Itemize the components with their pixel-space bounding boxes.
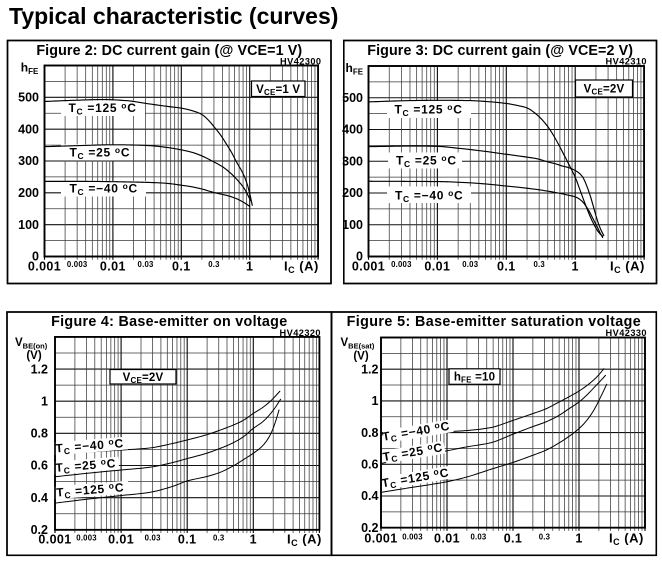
svg-text:0.2: 0.2 <box>31 523 48 537</box>
svg-text:HV42310: HV42310 <box>606 57 647 67</box>
svg-text:IC (A): IC (A) <box>609 531 644 548</box>
svg-text:0.8: 0.8 <box>31 427 48 441</box>
svg-text:400: 400 <box>18 122 39 136</box>
svg-text:200: 200 <box>342 186 363 200</box>
svg-text:(V): (V) <box>26 350 42 362</box>
svg-text:0.1: 0.1 <box>172 260 191 274</box>
svg-text:0.03: 0.03 <box>138 260 154 269</box>
svg-text:0.6: 0.6 <box>31 459 48 473</box>
svg-text:0.6: 0.6 <box>361 458 378 472</box>
svg-text:0.4: 0.4 <box>31 491 48 505</box>
svg-text:VBE(sat): VBE(sat) <box>341 337 375 350</box>
svg-text:1: 1 <box>41 394 48 408</box>
svg-text:0.1: 0.1 <box>178 533 197 547</box>
svg-text:0.001: 0.001 <box>38 533 71 547</box>
svg-text:1.2: 1.2 <box>31 362 48 376</box>
svg-text:0.2: 0.2 <box>361 521 378 535</box>
svg-text:TC =−40 oC: TC =−40 oC <box>55 436 124 457</box>
svg-text:0.03: 0.03 <box>470 533 486 542</box>
svg-text:(V): (V) <box>353 351 369 363</box>
svg-text:0.03: 0.03 <box>145 534 161 543</box>
svg-text:TC =25 oC: TC =25 oC <box>70 145 131 161</box>
svg-text:1: 1 <box>575 532 582 546</box>
svg-text:1: 1 <box>246 260 253 274</box>
svg-text:0.003: 0.003 <box>67 260 88 269</box>
svg-text:0.01: 0.01 <box>434 532 460 546</box>
svg-text:TC =25 oC: TC =25 oC <box>396 153 457 169</box>
svg-text:0.01: 0.01 <box>424 260 450 274</box>
svg-text:TC =−40 oC: TC =−40 oC <box>70 181 138 197</box>
svg-text:VCE=1 V: VCE=1 V <box>256 84 300 97</box>
svg-text:TC =−40 oC: TC =−40 oC <box>395 188 463 204</box>
svg-text:0.8: 0.8 <box>361 426 378 440</box>
svg-text:0.3: 0.3 <box>213 534 225 543</box>
svg-text:0: 0 <box>32 250 39 264</box>
svg-text:HV42330: HV42330 <box>606 328 647 338</box>
svg-text:hFE =10: hFE =10 <box>454 372 495 385</box>
svg-text:IC (A): IC (A) <box>284 259 319 276</box>
svg-text:1: 1 <box>572 260 579 274</box>
svg-text:0.001: 0.001 <box>364 532 397 546</box>
svg-text:TC =125 oC: TC =125 oC <box>69 100 137 116</box>
svg-text:100: 100 <box>342 218 363 232</box>
svg-text:0.01: 0.01 <box>108 533 134 547</box>
svg-text:TC =125 oC: TC =125 oC <box>395 102 463 118</box>
svg-text:Figure 5: Base-emitter saturat: Figure 5: Base-emitter saturation voltag… <box>347 314 641 330</box>
svg-text:300: 300 <box>18 154 39 168</box>
svg-text:Figure 2: DC current gain (@ V: Figure 2: DC current gain (@ VCE=1 V) <box>36 43 302 59</box>
svg-text:HV42300: HV42300 <box>280 57 321 67</box>
svg-text:0.1: 0.1 <box>504 532 523 546</box>
svg-text:0: 0 <box>356 250 363 264</box>
svg-text:500: 500 <box>342 91 363 105</box>
svg-text:0.03: 0.03 <box>462 260 478 269</box>
svg-text:400: 400 <box>342 123 363 137</box>
svg-text:IC (A): IC (A) <box>287 532 322 549</box>
svg-text:0.4: 0.4 <box>361 489 378 503</box>
svg-text:VCE=2V: VCE=2V <box>123 372 164 385</box>
svg-text:100: 100 <box>18 218 39 232</box>
svg-text:Figure 3: DC current gain (@ V: Figure 3: DC current gain (@ VCE=2 V) <box>367 43 633 59</box>
svg-text:VCE=2V: VCE=2V <box>584 84 625 97</box>
svg-text:0.001: 0.001 <box>352 260 385 274</box>
svg-text:0.3: 0.3 <box>208 260 220 269</box>
svg-text:IC (A): IC (A) <box>610 259 645 276</box>
svg-text:hFE: hFE <box>346 61 364 77</box>
svg-text:VBE(on): VBE(on) <box>15 337 48 350</box>
svg-text:0.1: 0.1 <box>497 260 516 274</box>
svg-text:0.003: 0.003 <box>76 534 97 543</box>
svg-text:0.003: 0.003 <box>391 260 412 269</box>
svg-text:TC =25 oC: TC =25 oC <box>55 456 117 477</box>
svg-text:300: 300 <box>342 154 363 168</box>
svg-text:1.2: 1.2 <box>361 362 378 376</box>
svg-text:500: 500 <box>18 91 39 105</box>
svg-text:0.3: 0.3 <box>533 260 545 269</box>
svg-text:1: 1 <box>372 394 379 408</box>
svg-text:200: 200 <box>18 186 39 200</box>
svg-text:Figure 4: Base-emitter on volt: Figure 4: Base-emitter on voltage <box>51 314 287 330</box>
svg-text:TC =125 oC: TC =125 oC <box>56 480 125 501</box>
svg-text:hFE: hFE <box>21 61 39 77</box>
svg-text:0.001: 0.001 <box>28 260 61 274</box>
svg-text:HV42320: HV42320 <box>280 328 321 338</box>
svg-text:1: 1 <box>250 533 257 547</box>
svg-text:0.3: 0.3 <box>539 533 551 542</box>
svg-text:0.003: 0.003 <box>402 533 423 542</box>
svg-text:0.01: 0.01 <box>100 260 126 274</box>
